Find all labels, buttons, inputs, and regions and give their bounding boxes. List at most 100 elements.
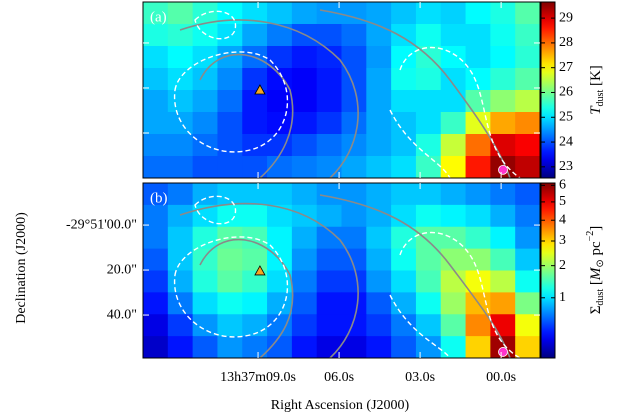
heatmap-cell [192, 46, 218, 69]
heatmap-cell [341, 90, 367, 113]
heatmap-cell [242, 270, 268, 293]
heatmap-cell [490, 183, 516, 206]
colorbar [540, 182, 556, 359]
contour [319, 194, 511, 358]
heatmap-cell [366, 292, 392, 315]
heatmap-cell [490, 112, 516, 135]
heatmap-cell [440, 112, 467, 135]
heatmap-cell [341, 2, 367, 25]
heatmap-cell [341, 46, 367, 69]
x-tick-label: 00.0s [486, 370, 516, 385]
heatmap-cell [391, 68, 417, 91]
y-axis-label: Declination (J2000) [14, 212, 29, 324]
heatmap-cell [291, 270, 318, 293]
heatmap-cell [316, 112, 342, 135]
heatmap-cell [366, 204, 392, 228]
colorbar-tick-label: 26 [559, 85, 573, 100]
contour [173, 236, 289, 338]
heatmap-cell [490, 134, 516, 157]
heatmap-cell [515, 134, 541, 157]
heatmap-cell [316, 46, 342, 69]
heatmap-cell [316, 226, 342, 250]
panel-frame [142, 1, 541, 179]
heatmap-cell [440, 24, 467, 47]
heatmap-cell [291, 226, 318, 250]
heatmap-cell [415, 204, 442, 228]
heatmap-cell [391, 2, 417, 25]
heatmap-cell [167, 2, 194, 25]
heatmap-cell [515, 24, 541, 47]
heatmap-cell [366, 314, 392, 337]
marker [254, 265, 266, 276]
heatmap-cell [217, 270, 243, 293]
heatmap-cell [267, 24, 293, 47]
y-tick-label: -29°51'00.0" [66, 217, 137, 232]
heatmap-cell [192, 270, 218, 293]
heatmap-cell [391, 292, 417, 315]
heatmap-cell [391, 46, 417, 69]
heatmap-cell [192, 183, 218, 206]
heatmap-cell [291, 134, 318, 157]
heatmap-cell [192, 226, 218, 250]
heatmap-cell [217, 156, 243, 179]
colorbar-tick-label: 24 [559, 134, 573, 149]
x-axis-label: Right Ascension (J2000) [271, 398, 410, 413]
y-tick-label: 40.0" [107, 307, 137, 322]
panel-label: (a) [150, 9, 167, 25]
heatmap-cell [440, 183, 467, 206]
heatmap-cell [341, 226, 367, 250]
heatmap-cell [465, 248, 491, 271]
colorbar-tick-label: 23 [559, 159, 573, 174]
heatmap-cell [316, 156, 342, 179]
heatmap-cell [391, 314, 417, 337]
heatmap-cell [217, 90, 243, 113]
heatmap-cell [242, 226, 268, 250]
heatmap-cell [316, 270, 342, 293]
contour [389, 46, 521, 178]
contour [179, 202, 359, 358]
label-part: −2 [585, 231, 596, 242]
heatmap-cell [242, 204, 268, 228]
heatmap-cell [217, 68, 243, 91]
heatmap-cell [515, 90, 541, 113]
heatmap-cell [341, 292, 367, 315]
heatmap-cell [316, 314, 342, 337]
heatmap-cell [391, 24, 417, 47]
heatmap-cell [267, 134, 293, 157]
heatmap-cell [217, 183, 243, 206]
heatmap-cell [242, 156, 268, 179]
heatmap-cell [192, 248, 218, 271]
heatmap-cell [440, 314, 467, 337]
heatmap-cell [415, 24, 442, 47]
heatmap-cell [143, 226, 169, 250]
label-part: ⊙ [595, 259, 606, 267]
heatmap-cell [515, 112, 541, 135]
marker [254, 84, 266, 95]
heatmap-cell [465, 156, 491, 179]
heatmap-cell [143, 183, 169, 206]
heatmap-cell [167, 24, 194, 47]
heatmap-cell [291, 183, 318, 206]
heatmap-cell [167, 90, 194, 113]
heatmap-cell [242, 24, 268, 47]
heatmap-cell [515, 68, 541, 91]
heatmap-cell [217, 24, 243, 47]
heatmap-cell [515, 292, 541, 315]
heatmap-cell [192, 292, 218, 315]
heatmap-cell [192, 24, 218, 47]
heatmap-cell [291, 90, 318, 113]
heatmap-cell [490, 2, 516, 25]
label-part: dust [595, 90, 606, 107]
heatmap-cell [391, 183, 417, 206]
heatmap-cell [167, 270, 194, 293]
heatmap-cell [415, 183, 442, 206]
heatmap-cell [440, 90, 467, 113]
heatmap-cell [515, 314, 541, 337]
heatmap-cell [267, 336, 293, 359]
heatmap-cell [515, 248, 541, 271]
heatmap-cell [391, 112, 417, 135]
heatmap-cell [440, 248, 467, 271]
heatmap-cell [415, 292, 442, 315]
colorbar-tick-label: 3 [559, 233, 566, 248]
heatmap-cell [366, 112, 392, 135]
